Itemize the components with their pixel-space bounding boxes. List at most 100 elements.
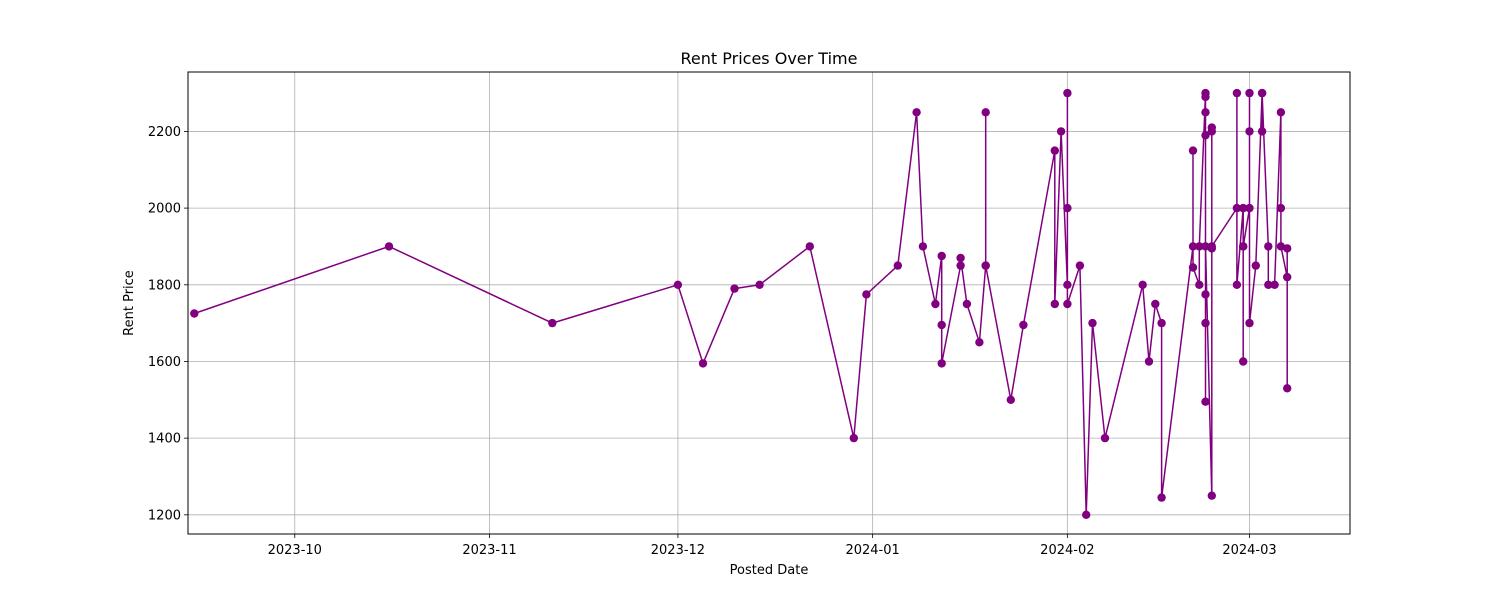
data-point — [730, 284, 739, 293]
x-tick-label-2: 2023-12 — [651, 543, 705, 558]
data-point — [190, 309, 199, 318]
data-point — [1245, 318, 1254, 328]
data-point — [1257, 88, 1267, 98]
plot-frame — [187, 71, 1351, 535]
data-point — [862, 290, 871, 299]
data-point — [1082, 510, 1091, 519]
data-point — [1138, 280, 1147, 289]
data-point — [1195, 280, 1204, 289]
x-tick-label-3: 2024-01 — [845, 543, 899, 558]
y-tick-label-1: 1400 — [148, 432, 181, 447]
data-point — [956, 253, 965, 263]
data-point — [548, 318, 557, 328]
data-point — [1245, 203, 1254, 213]
data-point — [1063, 88, 1072, 98]
chart-title: Rent Prices Over Time — [681, 49, 858, 68]
data-point — [673, 280, 683, 289]
data-point — [1257, 127, 1267, 136]
data-point — [1232, 88, 1242, 98]
data-point — [1050, 146, 1060, 155]
data-point — [1239, 242, 1248, 251]
data-point — [1239, 203, 1248, 213]
data-point — [1232, 203, 1242, 213]
data-point — [1251, 261, 1261, 270]
data-point — [1088, 318, 1097, 328]
data-point — [1270, 280, 1279, 289]
data-point — [1157, 493, 1166, 502]
data-point — [1201, 92, 1210, 102]
x-axis: 2023-10 2023-11 2023-12 2024-01 2024-02 2024-… — [268, 534, 1277, 558]
x-tick-label-4: 2024-02 — [1040, 543, 1094, 558]
data-point — [937, 251, 946, 261]
data-point — [975, 338, 984, 347]
data-point — [1195, 242, 1204, 251]
data-point — [1207, 242, 1217, 251]
data-point — [1264, 242, 1273, 251]
data-point — [1100, 433, 1110, 443]
data-point — [1151, 299, 1160, 309]
data-point — [931, 299, 940, 309]
data-point — [956, 261, 965, 270]
plot-area — [190, 88, 1292, 519]
data-point — [1201, 318, 1210, 328]
data-point — [981, 108, 990, 117]
y-tick-label-0: 1200 — [148, 508, 181, 523]
data-point — [1276, 108, 1286, 117]
x-axis-label: Posted Date — [730, 563, 809, 578]
data-point — [1157, 318, 1166, 328]
data-point — [1264, 280, 1273, 289]
data-point — [755, 280, 764, 289]
data-point — [1201, 242, 1210, 251]
data-point — [1063, 203, 1072, 213]
data-point — [1144, 357, 1154, 366]
data-point — [1276, 242, 1286, 251]
data-point — [1283, 244, 1292, 253]
data-point — [805, 242, 814, 251]
data-point — [1207, 491, 1217, 500]
data-point — [1063, 299, 1072, 309]
data-point — [1283, 384, 1292, 393]
x-tick-label-1: 2023-11 — [462, 543, 516, 558]
data-point — [1188, 146, 1198, 155]
y-axis: 1200 1400 1600 1800 2000 2200 — [148, 125, 188, 523]
y-tick-label-4: 2000 — [148, 202, 181, 217]
y-tick-label-5: 2200 — [148, 125, 181, 140]
y-tick-label-3: 1800 — [148, 278, 181, 293]
data-point — [1245, 127, 1254, 136]
data-point — [698, 359, 708, 368]
data-point — [1276, 203, 1286, 213]
data-point — [1201, 290, 1210, 299]
data-point — [1201, 108, 1210, 117]
data-point — [981, 261, 990, 270]
data-point — [918, 242, 928, 251]
data-point — [1201, 397, 1210, 406]
data-point — [893, 261, 902, 270]
data-point — [1188, 242, 1198, 251]
data-point — [384, 242, 394, 251]
data-point — [1201, 131, 1210, 140]
data-point — [1207, 127, 1217, 136]
y-axis-label: Rent Price — [122, 270, 137, 336]
data-point — [1006, 395, 1015, 404]
y-tick-label-2: 1600 — [148, 355, 181, 370]
data-point — [1019, 320, 1028, 330]
data-point — [937, 359, 946, 368]
data-point — [1232, 280, 1242, 289]
data-point — [849, 433, 858, 443]
data-point — [1075, 261, 1085, 270]
series-line-0 — [194, 92, 1288, 516]
x-tick-label-5: 2024-03 — [1222, 543, 1276, 558]
data-point — [962, 299, 972, 309]
data-point — [1245, 88, 1254, 98]
data-point — [1239, 357, 1248, 366]
data-point — [1056, 127, 1066, 136]
data-point — [1063, 280, 1072, 289]
data-point — [1050, 299, 1060, 309]
data-point — [912, 108, 921, 117]
data-point — [1188, 263, 1198, 272]
data-point — [1283, 272, 1292, 282]
x-tick-label-0: 2023-10 — [268, 543, 322, 558]
data-point — [937, 320, 946, 330]
